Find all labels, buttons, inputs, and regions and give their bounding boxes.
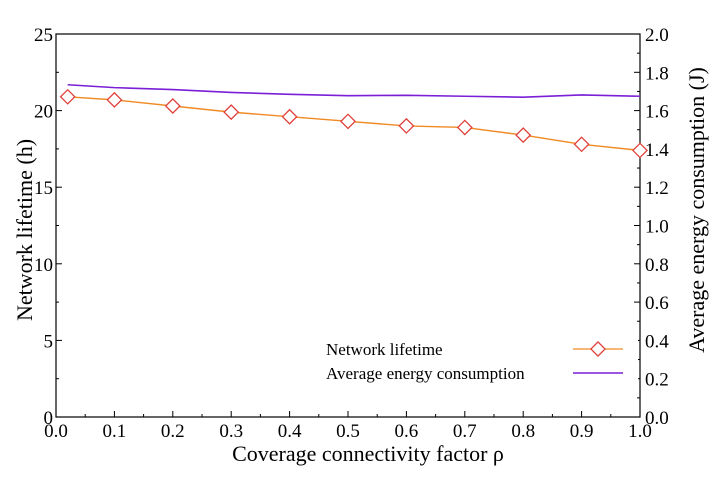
y-left-tick-label: 5 (44, 331, 54, 352)
y-left-tick-label: 15 (34, 178, 53, 199)
y-right-tick-label: 0.2 (645, 370, 669, 391)
x-tick-label: 0.6 (395, 421, 419, 442)
y-left-tick-label: 10 (34, 255, 53, 276)
data-point-network-lifetime (340, 113, 356, 130)
data-point-network-lifetime (398, 117, 415, 134)
legend-label-network-lifetime: Network lifetime (326, 340, 443, 359)
tick-labels-group: 0.0 0.1 0.2 0.3 0.4 0.5 0.6 0.7 0.8 0.9 1.0 0 5 10 15 2… (34, 25, 669, 442)
y-right-tick-label: 0.6 (645, 293, 669, 314)
y-right-tick-label: 1.0 (645, 217, 669, 238)
y-left-tick-label: 25 (34, 25, 53, 46)
series-group (59, 83, 648, 159)
series-line-average-energy-consumption (67, 83, 641, 98)
y-right-axis-title: Average energy consumption (J) (684, 67, 709, 353)
y-right-tick-label: 0.0 (645, 408, 669, 429)
legend-marker-network-lifetime (590, 341, 606, 357)
legend: Network lifetime Average energy consumpt… (318, 330, 638, 388)
x-tick-label: 0.4 (278, 421, 302, 442)
y-right-tick-label: 1.2 (645, 178, 669, 199)
data-point-network-lifetime (164, 98, 181, 114)
data-point-network-lifetime (106, 91, 123, 108)
x-tick-label: 0.2 (161, 421, 185, 442)
legend-box (318, 330, 638, 388)
y-right-tick-label: 1.4 (645, 140, 669, 161)
x-tick-label: 0.3 (219, 421, 243, 442)
data-point-network-lifetime (223, 104, 240, 121)
x-tick-label: 0.9 (570, 421, 594, 442)
legend-label-average-energy-consumption: Average energy consumption (326, 364, 525, 383)
x-tick-label: 0.7 (453, 421, 477, 442)
y-right-tick-label: 1.8 (645, 63, 669, 84)
y-right-tick-label: 0.4 (645, 331, 669, 352)
y-right-tick-label: 0.8 (645, 255, 669, 276)
data-point-network-lifetime (573, 136, 590, 153)
data-point-network-lifetime (632, 142, 648, 159)
data-point-network-lifetime (515, 127, 532, 144)
x-tick-label: 0.5 (336, 421, 360, 442)
y-right-tick-label: 1.6 (645, 102, 669, 123)
data-point-network-lifetime (281, 108, 298, 125)
y-left-tick-label: 0 (44, 408, 54, 429)
y-left-axis-title: Network lifetime (h) (12, 139, 37, 321)
y-left-tick-label: 20 (34, 102, 53, 123)
x-tick-label: 0.8 (511, 421, 535, 442)
x-tick-label: 0.0 (44, 421, 68, 442)
data-point-network-lifetime (456, 119, 473, 136)
x-tick-label: 0.1 (103, 421, 127, 442)
x-tick-label: 1.0 (628, 421, 652, 442)
y-right-tick-label: 2.0 (645, 25, 669, 46)
data-point-network-lifetime (59, 88, 76, 105)
x-axis-title: Coverage connectivity factor ρ (232, 441, 504, 466)
series-line-network-lifetime (67, 96, 641, 152)
